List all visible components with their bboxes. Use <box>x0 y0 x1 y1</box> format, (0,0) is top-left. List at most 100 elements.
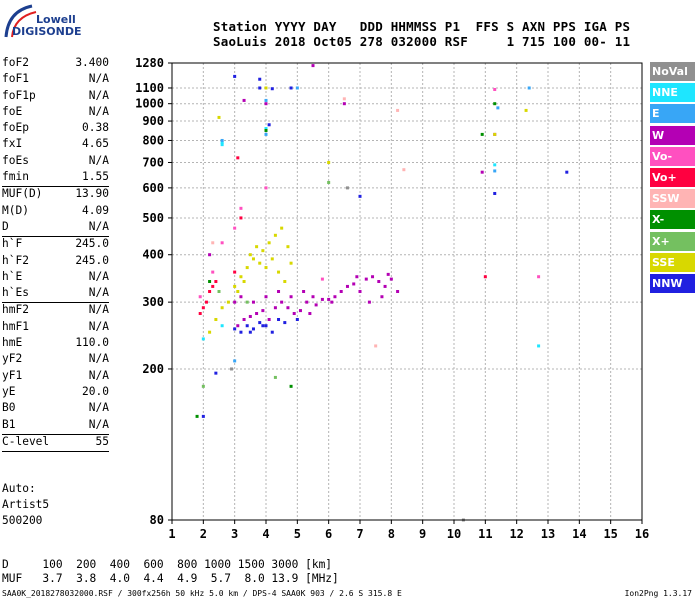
data-point-e <box>527 86 531 90</box>
x-tick-label: 5 <box>294 527 301 541</box>
data-point-w <box>358 290 362 293</box>
x-tick-label: 6 <box>325 527 332 541</box>
data-point-sse <box>277 270 281 274</box>
data-point-vo- <box>214 280 218 284</box>
legend-item: SSE <box>650 252 695 272</box>
data-point-sse <box>258 261 262 265</box>
legend-item: Vo+ <box>650 167 695 187</box>
data-point-nnw <box>245 324 249 328</box>
data-point-w <box>242 98 246 102</box>
x-tick-label: 12 <box>509 527 523 541</box>
file-info-footer: SAA0K_2018278032000.RSF / 300fx256h 50 k… <box>2 589 402 598</box>
data-point-nnw <box>261 324 265 328</box>
data-point-w <box>330 300 334 304</box>
x-tick-label: 11 <box>478 527 492 541</box>
param-value: 1.55 <box>82 170 109 184</box>
data-point-x- <box>480 132 484 136</box>
data-point-noval <box>230 367 234 371</box>
data-point-w <box>339 290 343 293</box>
param-name: h`Es <box>2 286 29 300</box>
data-point-vo- <box>236 156 240 160</box>
param-value: 20.0 <box>82 384 109 398</box>
data-point-w <box>273 306 277 310</box>
param-row: h`E N/A <box>2 270 109 286</box>
data-point-sse <box>242 280 246 284</box>
data-point-vo- <box>204 300 208 304</box>
data-point-nnw <box>201 414 205 418</box>
data-point-nnw <box>277 318 281 322</box>
data-point-w <box>264 102 268 106</box>
data-point-sse <box>248 253 252 257</box>
legend-item: E <box>650 104 695 124</box>
data-point-nnw <box>258 77 262 81</box>
header-line-2: SaoLuis 2018 Oct05 278 032000 RSF 1 715 … <box>213 34 631 49</box>
data-point-vo- <box>483 275 487 279</box>
data-point-w <box>396 290 400 293</box>
data-point-nne <box>537 344 541 348</box>
data-point-w <box>345 284 349 288</box>
data-point-w <box>380 295 384 299</box>
x-tick-label: 4 <box>262 527 269 541</box>
data-point-w <box>311 295 315 299</box>
data-point-nnw <box>233 74 237 78</box>
param-value: N/A <box>88 219 109 233</box>
legend-item: Vo- <box>650 146 695 166</box>
param-value: 4.65 <box>82 137 109 151</box>
data-point-w <box>371 275 375 279</box>
data-point-nnw <box>270 330 274 334</box>
param-name: C-level <box>2 434 50 448</box>
y-tick-label: 500 <box>142 211 164 225</box>
data-point-w <box>389 277 393 281</box>
param-row: hmF2 N/A <box>2 303 109 319</box>
data-point-x- <box>245 300 249 304</box>
data-point-nnw <box>283 321 287 325</box>
plot-grid <box>171 62 643 521</box>
logo-text-bottom: DIGISONDE <box>12 25 82 38</box>
param-row: hmE 110.0 <box>2 336 109 352</box>
param-row: foF1p N/A <box>2 89 109 105</box>
legend-item: X- <box>650 210 695 230</box>
data-point-e <box>220 138 224 142</box>
param-row: M(D) 4.09 <box>2 204 109 220</box>
param-value: N/A <box>88 303 109 317</box>
param-row: foF1 N/A <box>2 72 109 88</box>
data-point-sse <box>289 261 293 265</box>
data-point-w <box>352 282 356 286</box>
data-point-w <box>267 318 271 322</box>
data-point-e <box>264 98 268 102</box>
param-row: B1 N/A <box>2 418 109 435</box>
param-row: h`Es N/A <box>2 286 109 304</box>
data-point-vo- <box>264 186 268 190</box>
data-point-w <box>320 297 324 301</box>
param-value: N/A <box>88 368 109 382</box>
data-point-nne <box>201 337 205 341</box>
direction-legend: NoVal NNE E W Vo- Vo+ SSW X- X+ SSE NNW <box>650 62 695 295</box>
logo-swoosh-icon <box>4 4 37 38</box>
param-name: B1 <box>2 417 16 431</box>
data-point-x- <box>217 290 221 293</box>
param-row: D N/A <box>2 219 109 238</box>
param-row: foEp 0.38 <box>2 121 109 137</box>
note-line: Auto: <box>2 482 36 495</box>
param-name: hmF1 <box>2 319 29 333</box>
param-row: foE N/A <box>2 105 109 121</box>
data-point-sse <box>286 245 290 249</box>
data-point-ssw <box>211 241 215 245</box>
data-point-nnw <box>258 86 262 90</box>
param-name: yF1 <box>2 368 23 382</box>
data-point-w <box>367 300 371 304</box>
data-point-sse <box>233 284 237 288</box>
data-point-nnw <box>295 318 299 322</box>
legend-item: W <box>650 125 695 145</box>
param-name: foE <box>2 104 23 118</box>
data-point-w <box>261 309 265 313</box>
data-point-w <box>383 284 387 288</box>
param-value: 4.09 <box>82 203 109 217</box>
logo-text-top: Lowell <box>36 13 76 26</box>
data-point-x- <box>208 280 212 284</box>
param-name: B0 <box>2 401 16 415</box>
data-point-w <box>280 300 284 304</box>
data-point-w <box>251 300 255 304</box>
legend-item: NoVal <box>650 62 695 81</box>
plot-axes: 1 2 3 4 5 6 7 8 9 10 11 12 13 14 15 1680200300400500600… <box>135 56 649 541</box>
